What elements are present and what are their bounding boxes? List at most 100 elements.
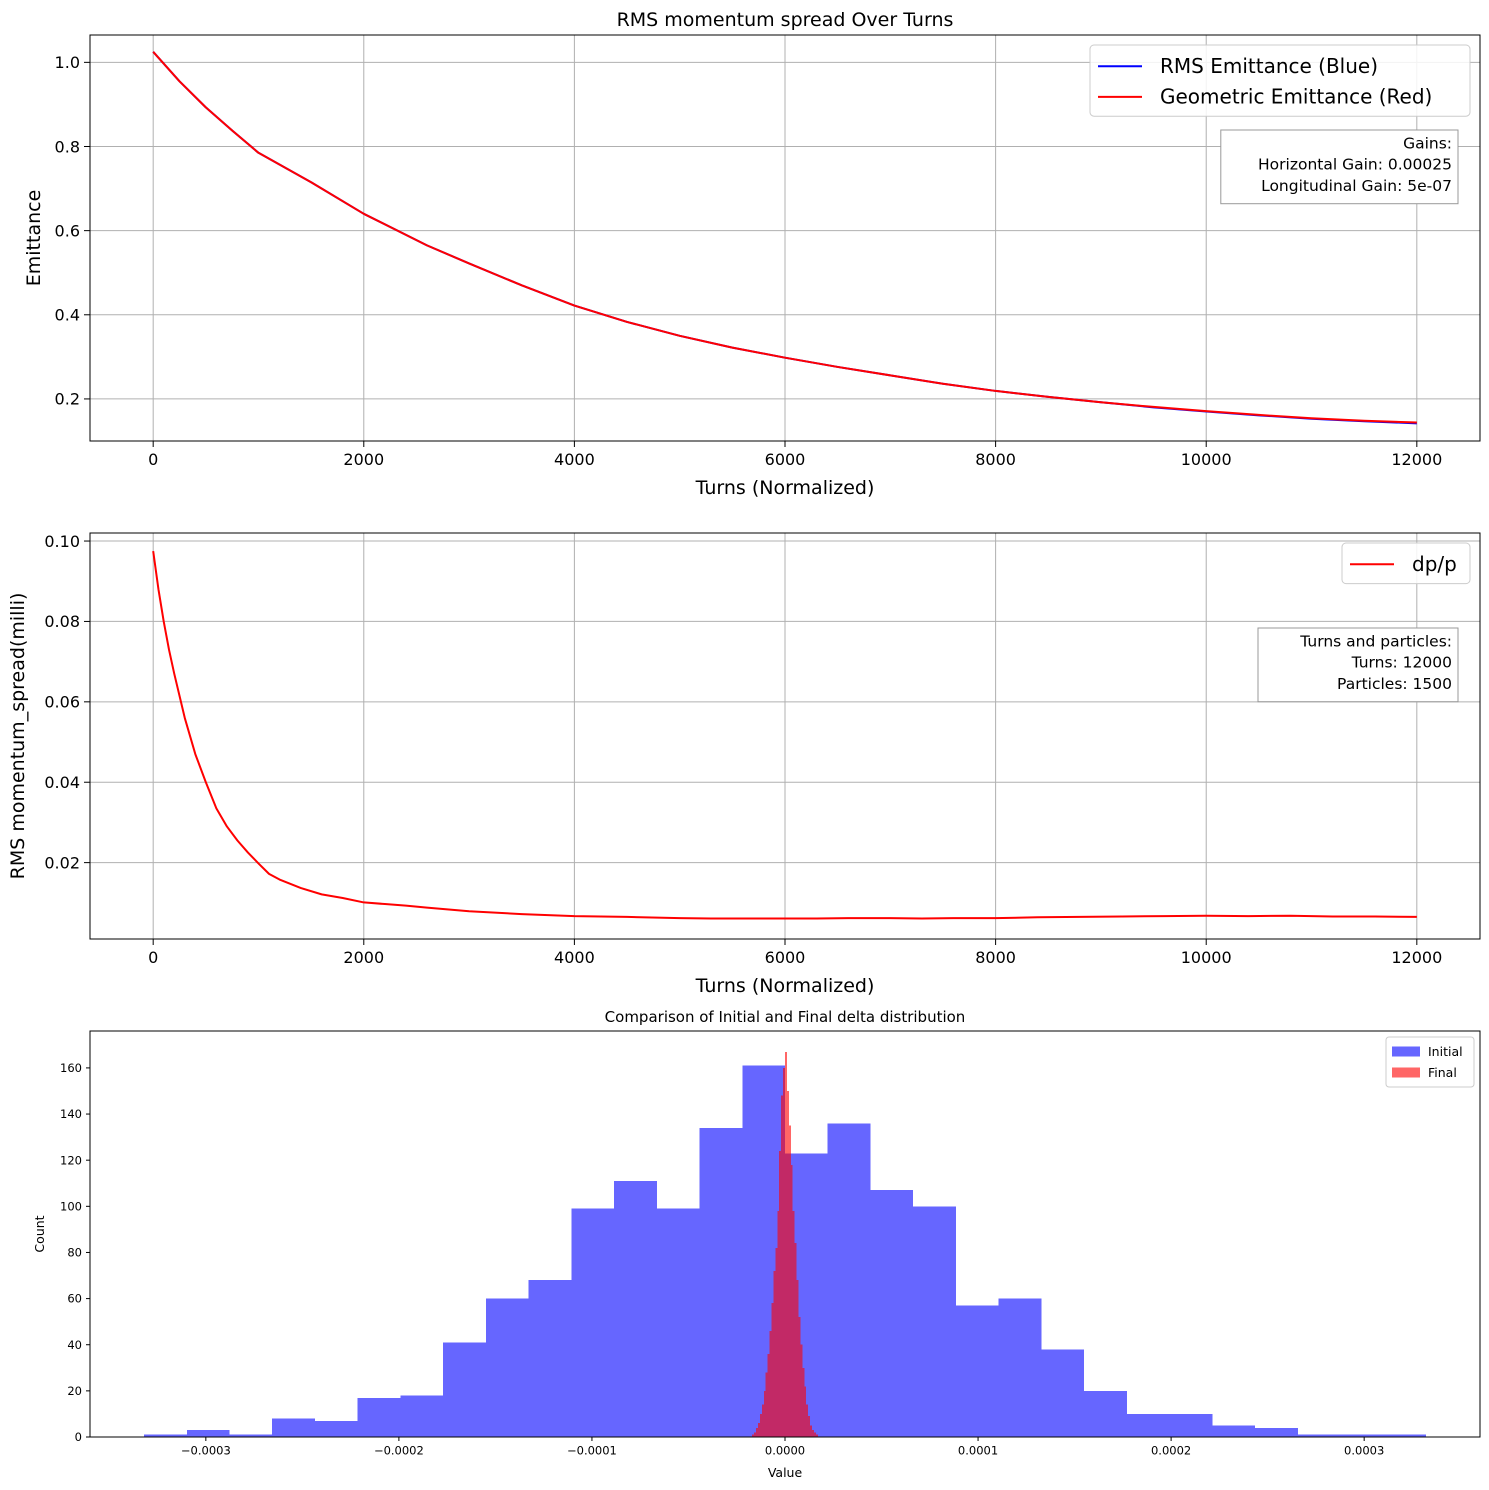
x-tick-label: 10000: [1181, 450, 1232, 469]
annotation-line: Turns and particles:: [1299, 633, 1452, 651]
annotation-line: Gains:: [1403, 135, 1452, 153]
y-tick-label: 160: [60, 1061, 82, 1075]
y-tick-label: 1.0: [55, 53, 80, 72]
histogram-bar-0: [400, 1395, 444, 1437]
histogram-bar-1: [800, 1344, 803, 1437]
histogram-bar-1: [802, 1367, 805, 1437]
legend-swatch: [1392, 1046, 1420, 1057]
histogram-bar-1: [779, 1150, 782, 1437]
y-tick-label: 120: [60, 1153, 82, 1167]
histogram-bar-0: [314, 1420, 358, 1437]
y-tick-label: 0.06: [44, 693, 80, 712]
histogram-bar-1: [769, 1330, 772, 1437]
x-tick-label: 8000: [975, 450, 1016, 469]
legend-label: Initial: [1428, 1044, 1463, 1059]
legend-swatch: [1392, 1067, 1420, 1078]
annotation-line: Horizontal Gain: 0.00025: [1258, 156, 1452, 174]
histogram-bar-0: [699, 1127, 743, 1437]
series-line-1: [152, 51, 1417, 424]
histogram-bar-1: [773, 1270, 776, 1437]
histogram-bar-1: [792, 1210, 795, 1437]
legend-label: RMS Emittance (Blue): [1160, 54, 1378, 78]
y-tick-label: 0.6: [55, 221, 80, 240]
x-tick-label: 2000: [343, 450, 384, 469]
y-tick-label: 60: [67, 1292, 82, 1306]
legend-label: Final: [1428, 1065, 1457, 1080]
y-tick-label: 0.08: [44, 612, 80, 631]
histogram-bar-1: [756, 1427, 758, 1437]
y-tick-label: 0.10: [44, 532, 80, 551]
emittance-panel: 0 2000 4000 6000 8000 10000 12000 0.2 0.4 0.6 0.8 1…: [23, 9, 1481, 499]
histogram-bar-0: [1383, 1434, 1426, 1437]
x-tick-label: 0.0000: [765, 1444, 805, 1458]
histogram-bar-1: [761, 1404, 764, 1437]
chart-title: Comparison of Initial and Final delta di…: [605, 1008, 966, 1026]
legend-label: dp/p: [1412, 552, 1457, 576]
histogram-bar-0: [1126, 1413, 1170, 1437]
y-axis-label: Emittance: [23, 190, 45, 287]
legend-label: Geometric Emittance (Red): [1160, 84, 1432, 108]
histogram-bar-1: [808, 1416, 811, 1437]
delta-histogram-panel: −0.0003 −0.0002 −0.0001 0.0000 0.0001 0.0002 0…: [32, 1008, 1481, 1480]
x-tick-label: 8000: [975, 948, 1016, 967]
y-tick-label: 40: [67, 1338, 82, 1352]
y-tick-label: 80: [67, 1246, 82, 1260]
histogram-bar-0: [998, 1298, 1042, 1437]
histogram-bar-1: [759, 1413, 762, 1437]
histogram-bar-1: [804, 1386, 807, 1437]
histogram-bar-0: [1041, 1349, 1085, 1437]
histogram-bar-1: [783, 1067, 785, 1437]
histogram-bar-1: [806, 1404, 809, 1437]
legend-box: [1341, 542, 1471, 585]
x-tick-label: 0: [148, 450, 158, 469]
legend-box: [1089, 44, 1471, 117]
histogram-bar-0: [571, 1208, 615, 1437]
x-tick-label: 4000: [554, 450, 595, 469]
x-tick-label: 0: [148, 948, 158, 967]
histogram-bar-1: [767, 1353, 770, 1437]
x-tick-label: −0.0003: [181, 1444, 231, 1458]
histogram-bar-0: [443, 1342, 486, 1437]
histogram-bar-1: [786, 1090, 789, 1437]
histogram-bar-1: [815, 1434, 818, 1437]
x-axis-label: Turns (Normalized): [695, 975, 875, 997]
histogram-bar-1: [781, 1095, 784, 1437]
x-tick-label: 0.0002: [1151, 1444, 1191, 1458]
histogram-bar-0: [528, 1280, 572, 1437]
series-line-0: [152, 550, 1417, 920]
histogram-bar-1: [796, 1280, 799, 1437]
histogram-bar-1: [752, 1434, 755, 1437]
histogram-bar-0: [614, 1180, 657, 1437]
x-tick-label: 6000: [765, 948, 806, 967]
y-axis-label: Count: [32, 1215, 47, 1252]
x-tick-label: −0.0002: [374, 1444, 424, 1458]
histogram-bar-0: [357, 1397, 401, 1437]
y-tick-label: 100: [60, 1199, 82, 1213]
x-tick-label: −0.0001: [567, 1444, 617, 1458]
histogram-bar-0: [656, 1208, 700, 1437]
histogram-bar-0: [485, 1298, 529, 1437]
x-tick-label: 0.0001: [958, 1444, 998, 1458]
histogram-bar-0: [186, 1430, 230, 1437]
histogram-bar-0: [229, 1434, 273, 1437]
y-tick-label: 0.02: [44, 853, 80, 872]
histogram-bar-0: [1212, 1425, 1256, 1437]
histogram-bar-0: [1084, 1390, 1127, 1437]
histogram-bar-1: [788, 1125, 791, 1437]
y-tick-label: 0.4: [55, 306, 80, 325]
histogram-bar-1: [785, 1051, 787, 1437]
histogram-bar-1: [777, 1210, 780, 1437]
histogram-bar-1: [810, 1425, 813, 1437]
histogram-bar-1: [757, 1423, 760, 1437]
histogram-bar-1: [771, 1303, 774, 1437]
y-tick-label: 0.8: [55, 137, 80, 156]
annotation-line: Longitudinal Gain: 5e-07: [1261, 177, 1452, 195]
histogram-bar-0: [827, 1123, 871, 1437]
y-tick-label: 0.04: [44, 773, 80, 792]
annotation-box: [1257, 627, 1459, 703]
annotation-box: [1220, 129, 1459, 205]
chart-title: RMS momentum spread Over Turns: [617, 9, 954, 31]
annotation-line: Turns: 12000: [1351, 654, 1452, 672]
histogram-bar-0: [1255, 1427, 1298, 1437]
